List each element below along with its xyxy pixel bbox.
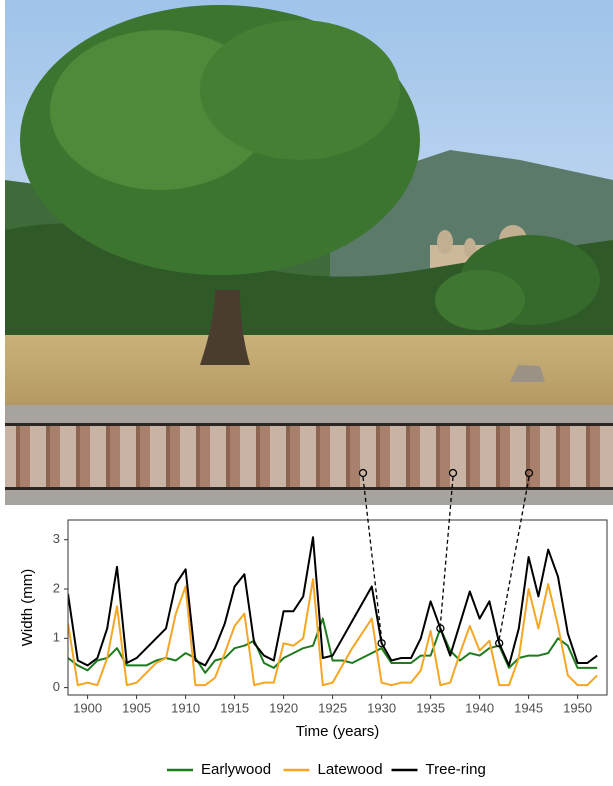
core-marker — [448, 468, 458, 478]
x-tick-label: 1945 — [514, 700, 543, 715]
y-tick-label: 1 — [53, 630, 60, 645]
highlight-marker — [436, 624, 445, 633]
y-tick-label: 2 — [53, 580, 60, 595]
core-marker — [524, 468, 534, 478]
connector — [362, 476, 383, 640]
highlight-marker — [377, 639, 386, 648]
series-line — [68, 617, 598, 674]
x-tick-label: 1925 — [318, 700, 347, 715]
photo — [5, 0, 613, 405]
tree-core — [5, 405, 613, 505]
x-tick-label: 1940 — [465, 700, 494, 715]
legend-label: Latewood — [318, 761, 383, 778]
x-tick-label: 1900 — [73, 700, 102, 715]
y-tick-label: 3 — [53, 531, 60, 546]
y-tick-label: 0 — [53, 679, 60, 694]
plot-border — [67, 519, 608, 696]
legend-label: Earlywood — [201, 761, 271, 778]
series-line — [68, 578, 598, 687]
chart: 1900 1905 1910 1915 1920 1925 1930 1935 1940 1945… — [19, 468, 608, 778]
x-tick-label: 1930 — [367, 700, 396, 715]
core-marker — [358, 468, 368, 478]
x-tick-label: 1910 — [171, 700, 200, 715]
y-axis-label: Width (mm) — [19, 569, 36, 647]
x-axis-label: Time (years) — [296, 723, 380, 740]
plot-area — [68, 520, 607, 695]
series-group — [68, 536, 598, 687]
x-tick-label: 1905 — [122, 700, 151, 715]
highlight-marker — [495, 639, 504, 648]
series-line — [68, 536, 598, 667]
x-tick-label: 1935 — [416, 700, 445, 715]
x-tick-label: 1915 — [220, 700, 249, 715]
legend-label: Tree-ring — [426, 761, 486, 778]
connector — [439, 476, 454, 625]
x-tick-label: 1950 — [563, 700, 592, 715]
x-tick-label: 1920 — [269, 700, 298, 715]
